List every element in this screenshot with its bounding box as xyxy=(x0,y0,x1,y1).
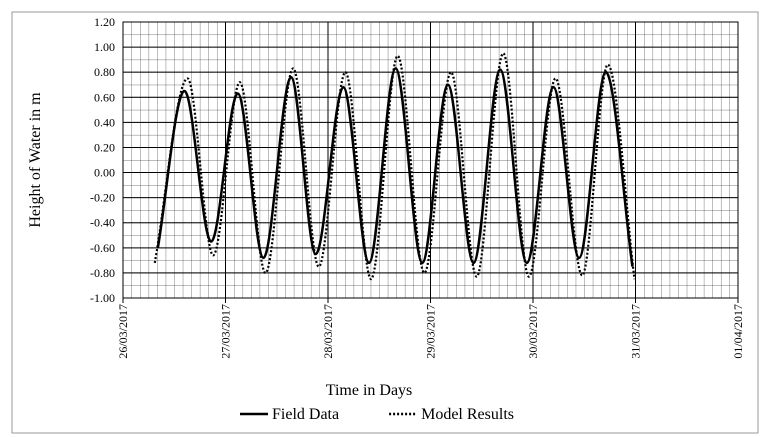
x-tick-label: 28/03/2017 xyxy=(321,304,335,359)
x-tick-label: 30/03/2017 xyxy=(526,304,540,359)
plot-border xyxy=(122,21,739,299)
y-tick-label: 1.20 xyxy=(94,15,115,29)
frame xyxy=(11,11,759,434)
x-tick-label: 29/03/2017 xyxy=(424,304,438,359)
y-tick-label: -0.40 xyxy=(90,216,115,230)
x-tick-label: 27/03/2017 xyxy=(219,304,233,359)
data-line xyxy=(156,67,634,267)
data-line xyxy=(153,52,636,281)
legend-label: Model Results xyxy=(421,406,514,423)
y-tick-label: -0.20 xyxy=(90,191,115,205)
y-axis-label: Height of Water in m xyxy=(27,92,44,228)
x-tick-label: 01/04/2017 xyxy=(731,304,745,359)
y-tick-label: 1.00 xyxy=(94,40,115,54)
x-tick-label: 31/03/2017 xyxy=(629,304,643,359)
y-tick-label: -0.80 xyxy=(90,266,115,280)
x-tick-label: 26/03/2017 xyxy=(116,304,130,359)
y-tick-label: 0.20 xyxy=(94,140,115,154)
y-tick-label: 0.60 xyxy=(94,90,115,104)
y-tick-label: 0.80 xyxy=(94,65,115,79)
x-axis-label: Time in Days xyxy=(326,382,413,399)
y-tick-label: 0.40 xyxy=(94,115,115,129)
y-tick-label: -0.60 xyxy=(90,241,115,255)
y-tick-label: 0.00 xyxy=(94,166,115,180)
y-tick-label: -1.00 xyxy=(90,291,115,305)
legend-label: Field Data xyxy=(272,406,339,423)
